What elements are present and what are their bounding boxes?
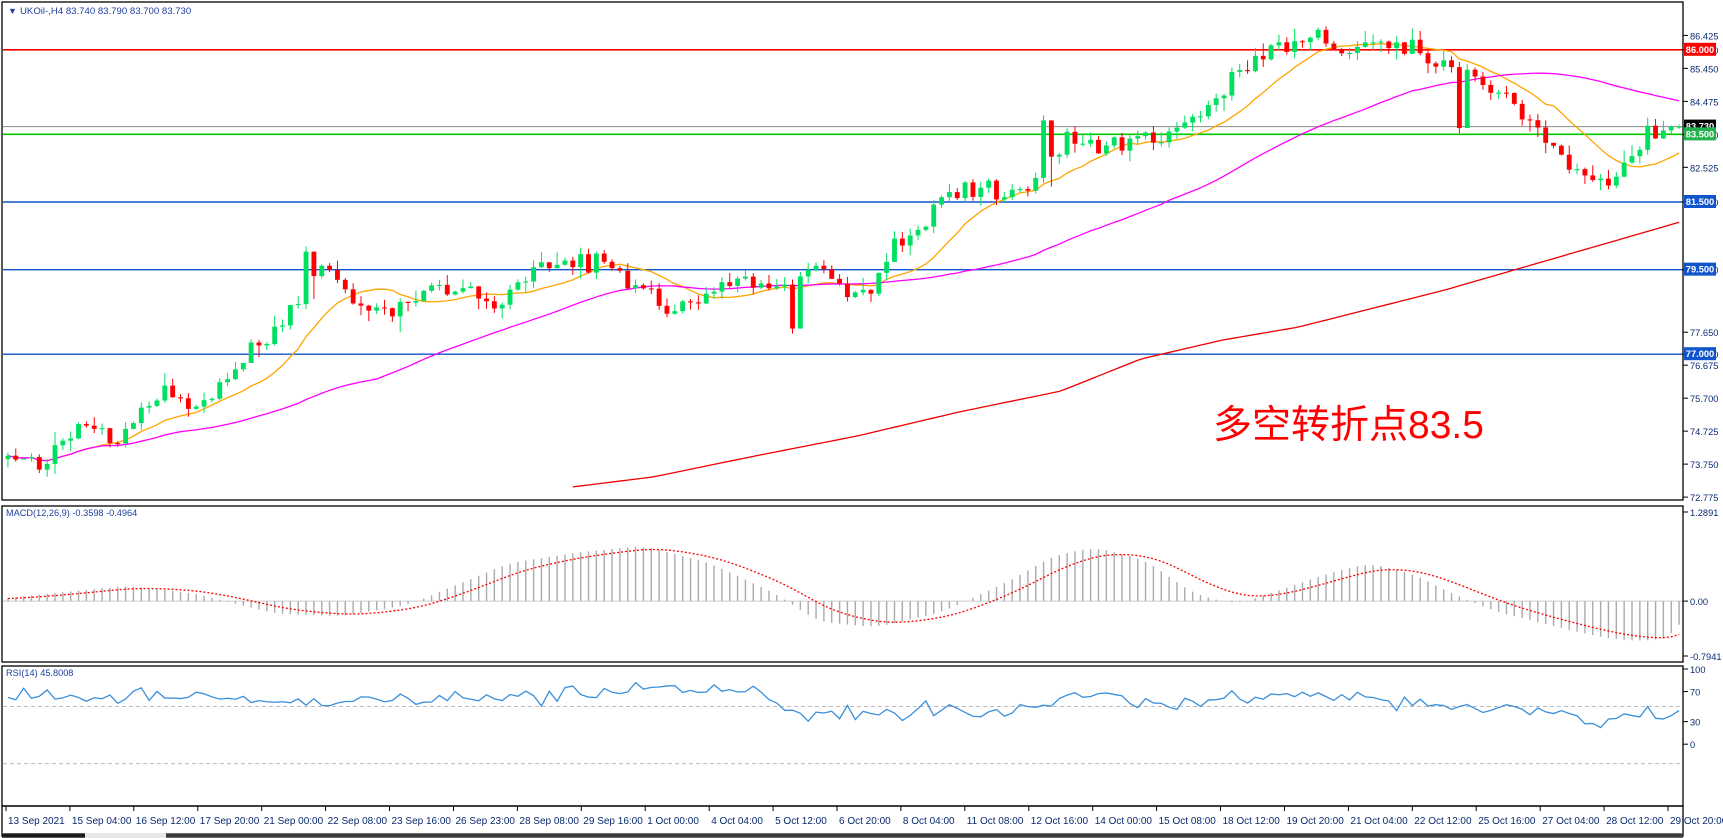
svg-text:21 Oct 04:00: 21 Oct 04:00 xyxy=(1350,816,1408,827)
svg-text:13 Sep 2021: 13 Sep 2021 xyxy=(8,816,65,827)
svg-text:81.500: 81.500 xyxy=(1686,197,1714,207)
svg-text:12 Oct 16:00: 12 Oct 16:00 xyxy=(1031,816,1089,827)
svg-text:5 Oct 12:00: 5 Oct 12:00 xyxy=(775,816,827,827)
svg-text:25 Oct 16:00: 25 Oct 16:00 xyxy=(1478,816,1536,827)
svg-text:19 Oct 20:00: 19 Oct 20:00 xyxy=(1287,816,1345,827)
svg-text:MACD(12,26,9) -0.3598 -0.4964: MACD(12,26,9) -0.3598 -0.4964 xyxy=(6,508,137,518)
svg-text:29 Oct 20:00: 29 Oct 20:00 xyxy=(1670,816,1723,827)
svg-text:8 Oct 04:00: 8 Oct 04:00 xyxy=(903,816,955,827)
svg-text:UKOil-,H4 83.740 83.790 83.70: UKOil-,H4 83.740 83.790 83.700 83.730 xyxy=(20,6,191,17)
svg-text:30: 30 xyxy=(1690,718,1700,728)
svg-text:76.675: 76.675 xyxy=(1690,361,1718,371)
svg-text:21 Sep 00:00: 21 Sep 00:00 xyxy=(264,816,324,827)
svg-text:14 Oct 00:00: 14 Oct 00:00 xyxy=(1095,816,1153,827)
svg-text:77.000: 77.000 xyxy=(1686,349,1714,359)
svg-text:27 Oct 04:00: 27 Oct 04:00 xyxy=(1542,816,1600,827)
svg-text:0.00: 0.00 xyxy=(1690,597,1708,607)
svg-text:28 Oct 12:00: 28 Oct 12:00 xyxy=(1606,816,1664,827)
svg-text:84.475: 84.475 xyxy=(1690,97,1718,107)
svg-text:79.500: 79.500 xyxy=(1686,265,1714,275)
svg-text:16 Sep 12:00: 16 Sep 12:00 xyxy=(136,816,196,827)
svg-text:100: 100 xyxy=(1690,665,1706,675)
svg-text:82.525: 82.525 xyxy=(1690,163,1718,173)
svg-text:75.700: 75.700 xyxy=(1690,394,1718,404)
svg-text:6 Oct 20:00: 6 Oct 20:00 xyxy=(839,816,891,827)
svg-text:RSI(14) 45.8008: RSI(14) 45.8008 xyxy=(6,668,73,678)
svg-text:-0.7941: -0.7941 xyxy=(1690,652,1722,662)
svg-text:85.450: 85.450 xyxy=(1690,64,1718,74)
svg-text:83.500: 83.500 xyxy=(1686,129,1714,139)
svg-text:86.425: 86.425 xyxy=(1690,31,1718,41)
svg-text:多空转折点83.5: 多空转折点83.5 xyxy=(1213,404,1484,447)
svg-text:4 Oct 04:00: 4 Oct 04:00 xyxy=(711,816,763,827)
svg-text:26 Sep 23:00: 26 Sep 23:00 xyxy=(456,816,516,827)
svg-text:0: 0 xyxy=(1690,740,1695,750)
svg-text:18 Oct 12:00: 18 Oct 12:00 xyxy=(1223,816,1281,827)
svg-text:29 Sep 16:00: 29 Sep 16:00 xyxy=(583,816,643,827)
svg-text:22 Oct 12:00: 22 Oct 12:00 xyxy=(1414,816,1472,827)
svg-text:77.650: 77.650 xyxy=(1690,328,1718,338)
svg-text:74.725: 74.725 xyxy=(1690,427,1718,437)
svg-text:17 Sep 20:00: 17 Sep 20:00 xyxy=(200,816,260,827)
svg-text:70: 70 xyxy=(1690,688,1700,698)
svg-text:1.2891: 1.2891 xyxy=(1690,508,1718,518)
svg-text:11 Oct 08:00: 11 Oct 08:00 xyxy=(967,816,1024,827)
svg-text:72.775: 72.775 xyxy=(1690,493,1718,503)
svg-text:▼: ▼ xyxy=(8,6,17,16)
svg-text:1 Oct 00:00: 1 Oct 00:00 xyxy=(647,816,699,827)
svg-text:86.000: 86.000 xyxy=(1686,45,1714,55)
svg-text:28 Sep 08:00: 28 Sep 08:00 xyxy=(519,816,579,827)
svg-text:15 Sep 04:00: 15 Sep 04:00 xyxy=(72,816,132,827)
svg-text:15 Oct 08:00: 15 Oct 08:00 xyxy=(1159,816,1217,827)
svg-text:22 Sep 08:00: 22 Sep 08:00 xyxy=(328,816,388,827)
svg-text:73.750: 73.750 xyxy=(1690,460,1718,470)
svg-text:23 Sep 16:00: 23 Sep 16:00 xyxy=(392,816,452,827)
